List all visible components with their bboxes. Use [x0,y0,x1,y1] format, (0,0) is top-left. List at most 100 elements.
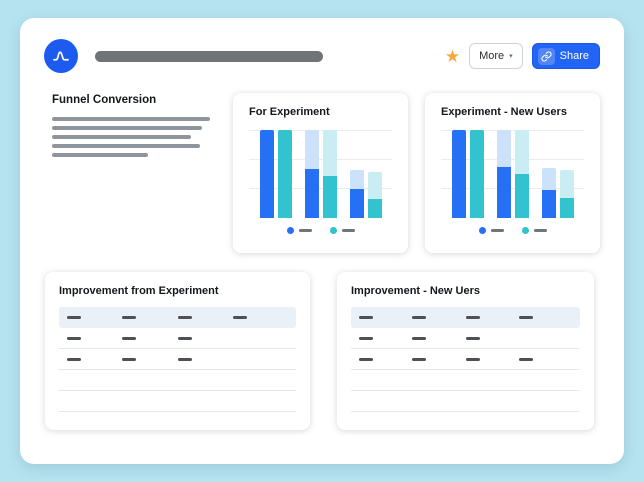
skeleton-line [52,126,202,130]
favorite-star-icon[interactable]: ★ [444,46,461,66]
chart-legend [249,227,392,234]
funnel-bar-converted-segment [259,130,274,218]
bar-group [496,130,529,218]
legend-label-placeholder [533,229,547,232]
table-cell [412,316,465,319]
header-actions: ★ More ▾ Share [445,43,600,69]
skeleton-line [52,153,148,157]
table-title: Improvement from Experiment [59,285,219,297]
funnel-bar-variant[interactable] [559,170,574,218]
gridline [249,188,392,189]
cell-value-placeholder [122,357,137,361]
table-row-empty [351,391,580,412]
funnel-bar-variant[interactable] [514,130,529,218]
legend-item-control[interactable] [286,227,312,234]
table-body [351,307,580,412]
table-cell [122,357,177,361]
skeleton-line [52,144,200,148]
share-button[interactable]: Share [531,43,600,69]
table-cell [359,336,412,340]
funnel-bar-control[interactable] [541,167,556,218]
funnel-bar-control[interactable] [496,130,511,218]
legend-label-placeholder [341,229,355,232]
cell-value-placeholder [67,336,81,340]
table-cell [465,316,519,319]
table-row-empty [59,391,296,412]
funnel-bar-converted-segment [496,166,511,218]
funnel-bar-converted-segment [322,175,337,218]
table-cell [177,336,233,340]
gridline [441,188,584,189]
cell-value-placeholder [177,357,192,361]
table-card-improvement-from-experiment: Improvement from Experiment [45,272,310,430]
wave-icon [53,51,69,61]
table-card-improvement-new-users: Improvement - New Uers [337,272,594,430]
cell-value-placeholder [465,357,480,361]
funnel-bar-variant[interactable] [277,130,292,218]
legend-label-placeholder [490,229,504,232]
gridline [249,159,392,160]
funnel-bar-variant[interactable] [469,130,484,218]
amplitude-logo[interactable] [44,39,78,73]
bar-group [304,130,337,218]
chart-title: For Experiment [249,106,330,118]
funnel-bar-converted-segment [277,130,292,218]
funnel-bar-control[interactable] [259,130,274,218]
funnel-bar-converted-segment [469,130,484,218]
table-cell [465,357,519,361]
funnel-bar-converted-segment [367,198,382,218]
gridline [249,130,392,131]
chart-card-for-experiment: For Experiment [233,93,408,253]
table-header-row [59,307,296,328]
legend-item-variant[interactable] [521,227,547,234]
table-cell [412,336,465,340]
table-cell [232,316,288,319]
legend-item-variant[interactable] [329,227,355,234]
funnel-bar-converted-segment [541,189,556,218]
cell-value-placeholder [177,336,192,340]
chart-plot [249,130,392,218]
funnel-bar-variant[interactable] [367,172,382,218]
cell-value-placeholder [359,357,373,361]
table-row [351,349,580,370]
legend-dot [329,227,337,234]
legend-item-control[interactable] [478,227,504,234]
cell-value-placeholder [359,336,373,340]
chart-legend [441,227,584,234]
bar-group [349,130,382,218]
table-row [59,328,296,349]
skeleton-line [52,135,191,139]
cell-value-placeholder [359,316,373,319]
table-row [351,328,580,349]
funnel-bar-control[interactable] [451,130,466,218]
chart-plot [441,130,584,218]
funnel-bar-control[interactable] [349,169,364,218]
chart-card-experiment-new-users: Experiment - New Users [425,93,600,253]
more-button[interactable]: More ▾ [469,43,523,69]
bar-group [541,130,574,218]
table-cell [122,316,177,319]
legend-dot [521,227,529,234]
cell-value-placeholder [67,316,81,319]
table-body [59,307,296,412]
table-cell [67,357,122,361]
chevron-down-icon: ▾ [509,53,513,60]
legend-label-placeholder [298,229,312,232]
table-header-row [351,307,580,328]
cell-value-placeholder [177,316,192,319]
cell-value-placeholder [232,316,247,319]
funnel-bar-converted-segment [451,130,466,218]
table-cell [359,316,412,319]
funnel-bar-control[interactable] [304,130,319,218]
cell-value-placeholder [67,357,81,361]
bar-group [451,130,484,218]
table-cell [412,357,465,361]
cell-value-placeholder [465,336,480,340]
cell-value-placeholder [518,316,533,319]
more-button-label: More [479,50,505,62]
table-cell [518,316,572,319]
skeleton-line [52,117,210,121]
table-cell [122,336,177,340]
funnel-bar-variant[interactable] [322,130,337,218]
